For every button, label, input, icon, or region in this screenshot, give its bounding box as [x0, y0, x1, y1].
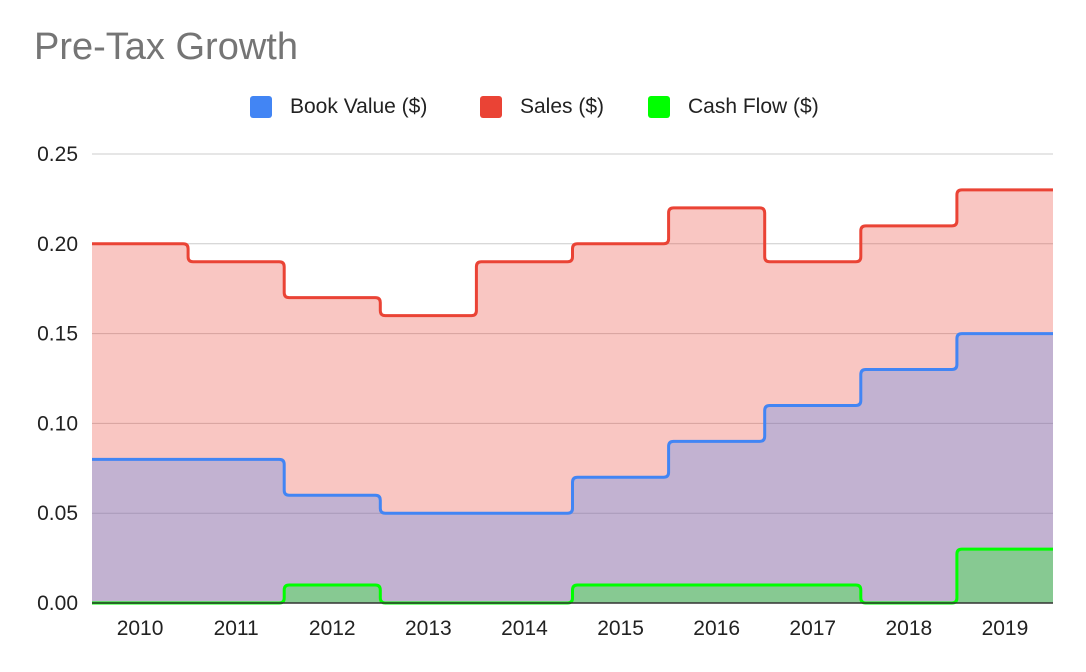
x-tick-label: 2018 [885, 617, 932, 640]
legend-swatch-cash-flow [648, 96, 670, 118]
area-sales [92, 189, 1053, 604]
area-cash-flow [92, 549, 1053, 603]
legend: Book Value ($) Sales ($) Cash Flow ($) [0, 92, 1086, 122]
legend-item-sales[interactable]: Sales ($) [480, 92, 604, 122]
x-tick-label: 2016 [693, 617, 740, 640]
x-tick-label: 2011 [214, 617, 259, 640]
line-sales [92, 188, 1053, 318]
legend-swatch-sales [480, 96, 502, 118]
x-tick-label: 2010 [117, 617, 164, 640]
legend-item-book-value[interactable]: Book Value ($) [250, 92, 427, 122]
y-tick-label: 0.10 [37, 412, 78, 435]
legend-swatch-book-value [250, 96, 272, 118]
legend-label-book-value: Book Value ($) [290, 95, 428, 118]
y-tick-label: 0.00 [37, 592, 78, 615]
chart-title: Pre-Tax Growth [34, 26, 298, 68]
legend-label-sales: Sales ($) [520, 95, 605, 118]
y-tick-label: 0.25 [37, 143, 78, 166]
x-tick-label: 2015 [597, 617, 644, 640]
line-book-value [92, 332, 1053, 515]
y-tick-label: 0.05 [37, 502, 78, 525]
x-tick-label: 2017 [789, 617, 836, 640]
x-tick-label: 2019 [982, 617, 1029, 640]
y-tick-label: 0.15 [37, 323, 78, 346]
y-tick-label: 0.20 [37, 233, 78, 256]
x-tick-label: 2014 [501, 617, 548, 640]
legend-item-cash-flow[interactable]: Cash Flow ($) [648, 92, 819, 122]
x-tick-label: 2013 [405, 617, 452, 640]
x-tick-label: 2012 [309, 617, 356, 640]
area-book-value [92, 333, 1053, 603]
legend-label-cash-flow: Cash Flow ($) [688, 95, 819, 118]
